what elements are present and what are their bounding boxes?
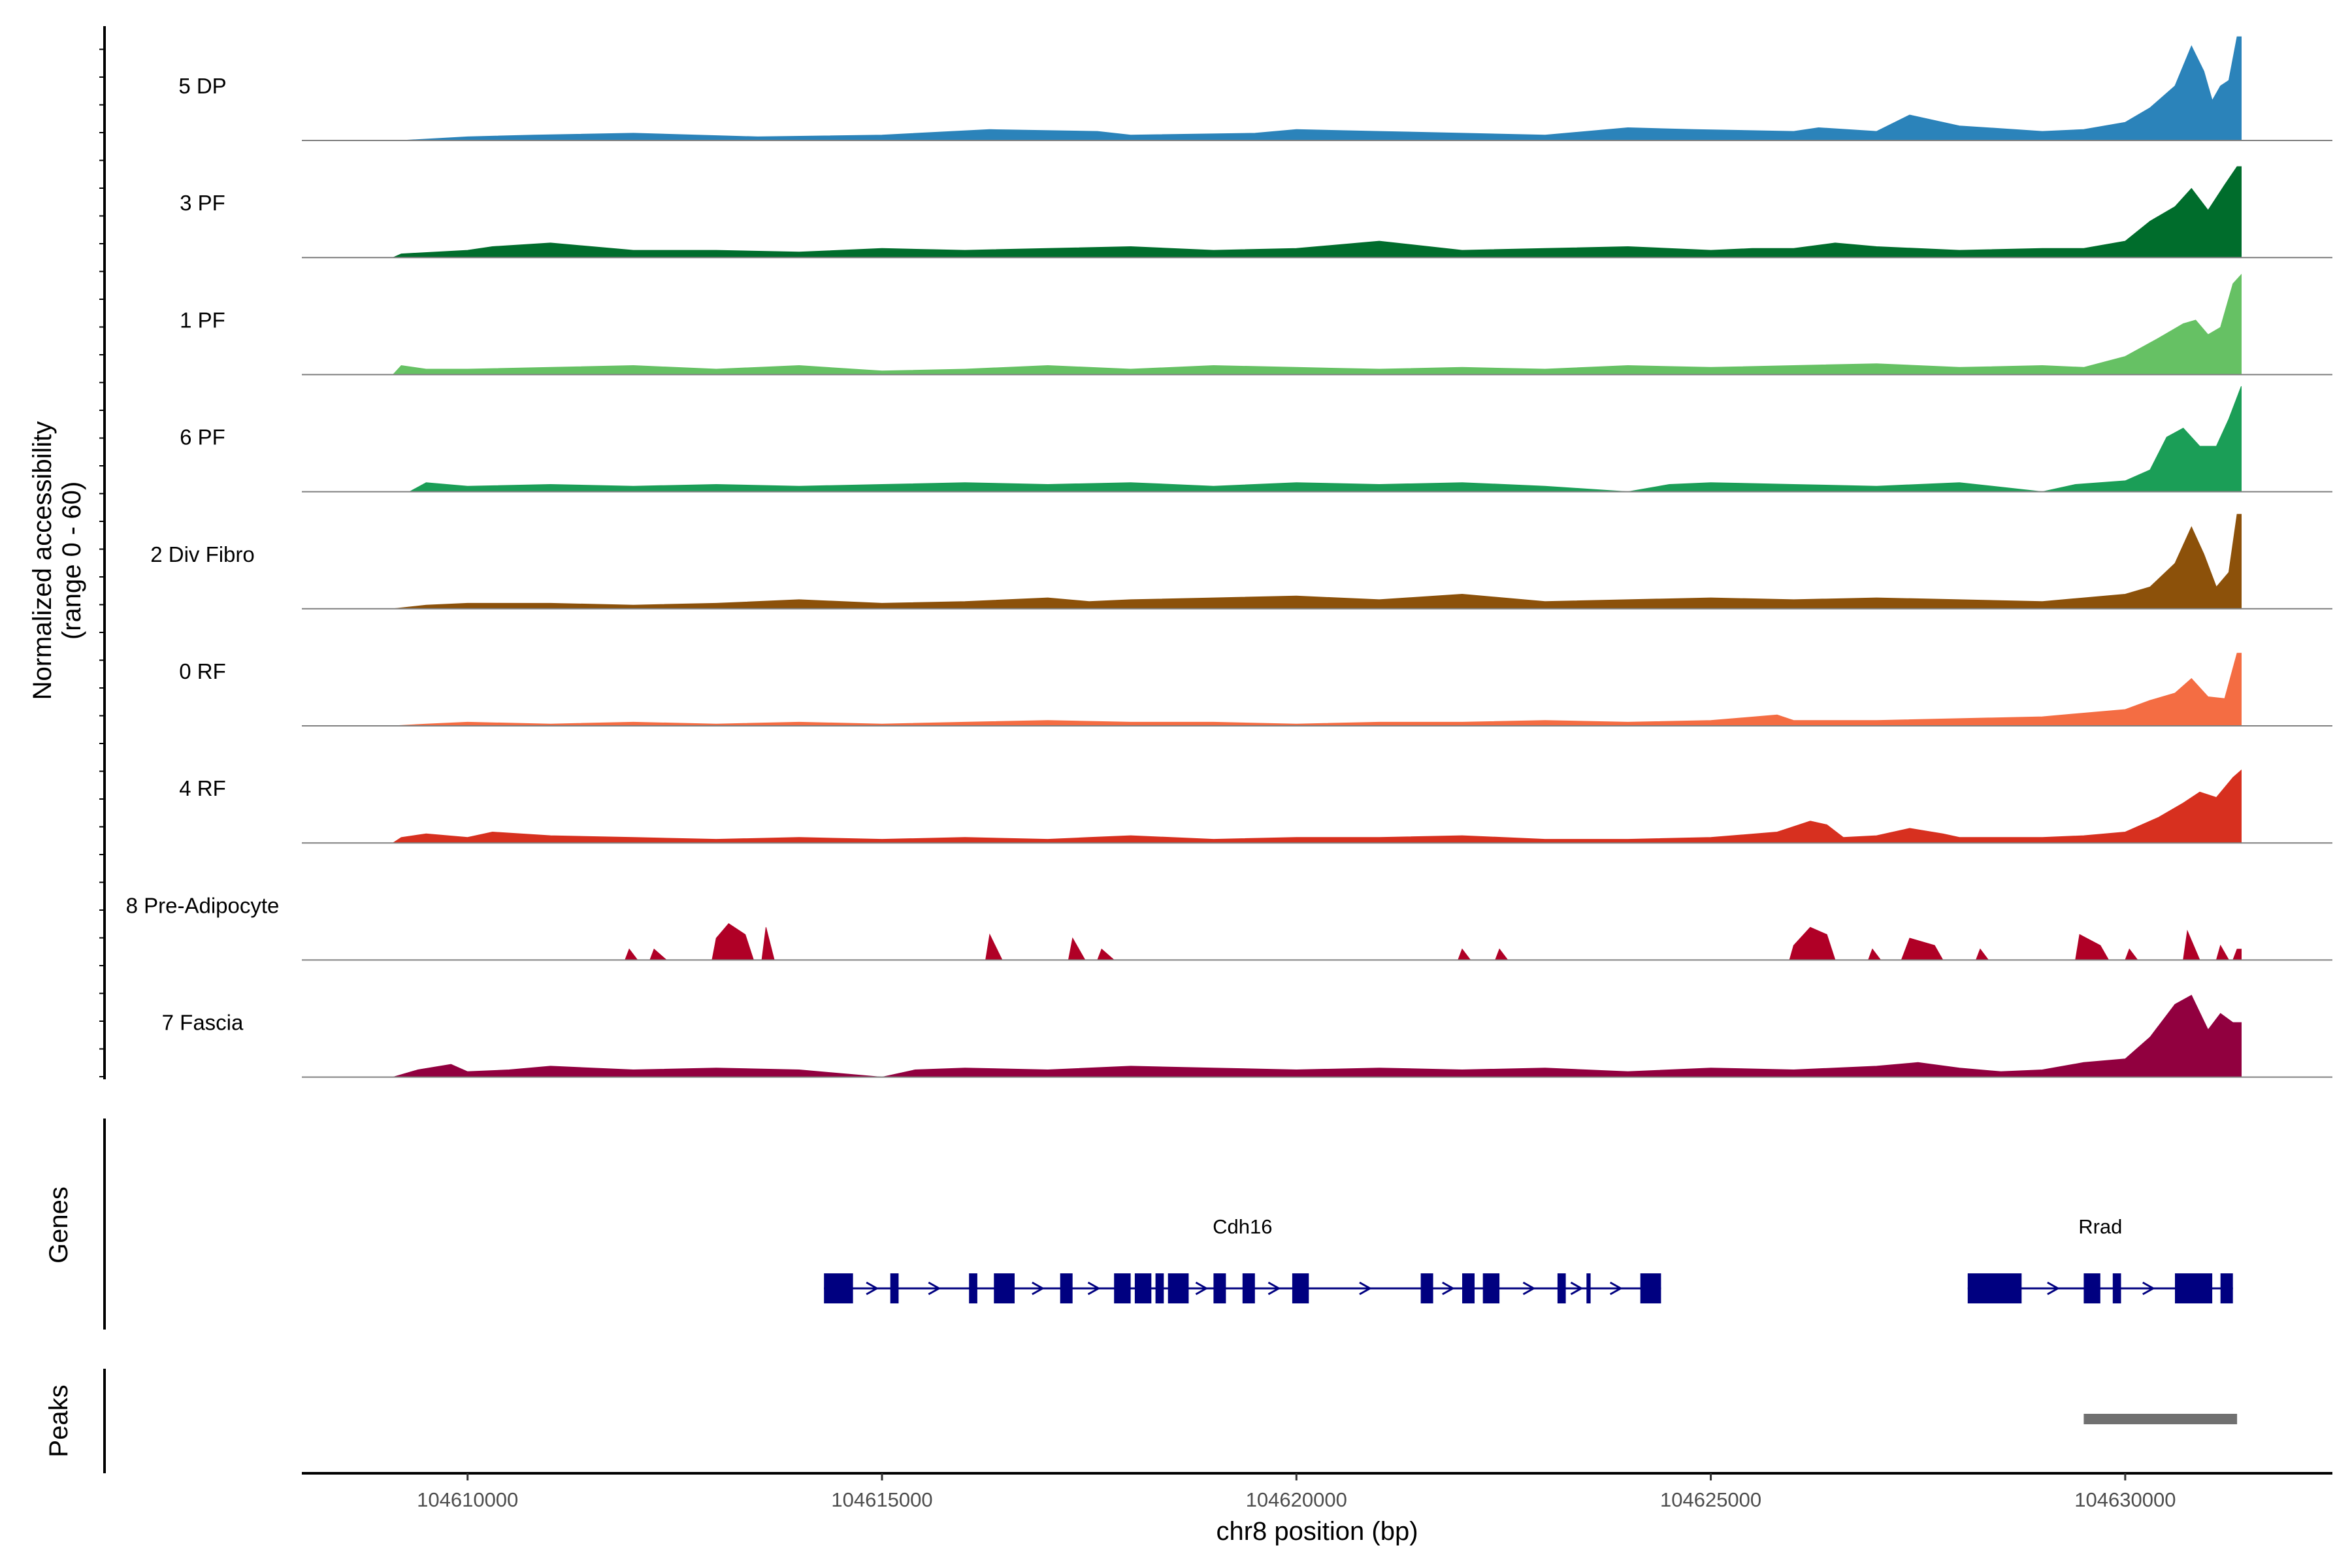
exon-cdh16 xyxy=(1482,1273,1500,1303)
coverage-area-3-pf xyxy=(393,166,2242,258)
coverage-area-6-pf xyxy=(409,386,2242,493)
position-axis: 104610000 104615000 104620000 104625000 1046… xyxy=(302,1472,2332,1546)
track-label-7-fascia: 7 Fascia xyxy=(162,1011,244,1035)
strand-arrow-icon xyxy=(2142,1281,2155,1296)
exon-rrad xyxy=(2083,1273,2100,1303)
coverage-area-7-fascia xyxy=(393,994,2242,1078)
gene-rrad: Rrad xyxy=(1967,1215,2233,1303)
track-0-rf: 0 RF xyxy=(179,653,2332,727)
gene-cdh16: Cdh16 xyxy=(824,1215,1661,1303)
track-label-1-pf: 1 PF xyxy=(180,308,225,332)
accessibility-axis-ticks xyxy=(99,48,105,1077)
coverage-area-2-div-fibro xyxy=(393,514,2242,610)
peak-region xyxy=(2083,1414,2238,1424)
exon-cdh16 xyxy=(1462,1273,1475,1303)
gene-models: Cdh16 Rrad xyxy=(824,1215,2233,1303)
peaks-panel-label: Peaks xyxy=(44,1384,73,1457)
track-7-fascia: 7 Fascia xyxy=(162,994,2332,1078)
x-tick-label: 104630000 xyxy=(2074,1488,2176,1511)
exon-cdh16 xyxy=(890,1273,899,1303)
track-5-dp: 5 DP xyxy=(178,36,2332,141)
track-8-pre-adipocyte: 8 Pre-Adipocyte xyxy=(126,893,2332,961)
track-label-3-pf: 3 PF xyxy=(180,191,225,215)
strand-arrow-icon xyxy=(866,1281,879,1296)
exon-rrad xyxy=(2220,1273,2233,1303)
x-tick-label: 104615000 xyxy=(831,1488,932,1511)
strand-arrow-icon xyxy=(2047,1281,2060,1296)
exon-cdh16 xyxy=(994,1273,1015,1303)
coverage-area-0-rf xyxy=(393,653,2242,727)
coverage-area-1-pf xyxy=(392,274,2242,375)
exon-cdh16 xyxy=(1134,1273,1152,1303)
strand-arrow-icon xyxy=(1522,1281,1536,1296)
strand-arrow-icon xyxy=(928,1281,941,1296)
track-1-pf: 1 PF xyxy=(180,274,2332,376)
exon-cdh16 xyxy=(824,1273,853,1303)
track-label-2-div-fibro: 2 Div Fibro xyxy=(150,542,255,566)
track-6-pf: 6 PF xyxy=(180,386,2332,493)
strand-arrow-icon xyxy=(1267,1281,1281,1296)
strand-arrow-icon xyxy=(1032,1281,1045,1296)
peaks-panel: Peaks xyxy=(44,1369,2238,1473)
genes-panel: Genes Cdh16 Rrad xyxy=(44,1119,2233,1330)
exon-cdh16 xyxy=(1213,1273,1226,1303)
y-axis-title-line-2: (range 0 - 60) xyxy=(57,482,86,640)
accessibility-axis: Normalized accessibility (range 0 - 60) xyxy=(28,26,106,1079)
track-label-5-dp: 5 DP xyxy=(178,74,226,98)
strand-arrow-icon xyxy=(1087,1281,1101,1296)
track-label-0-rf: 0 RF xyxy=(179,659,226,683)
exon-cdh16 xyxy=(1586,1273,1591,1303)
exon-cdh16 xyxy=(1242,1273,1255,1303)
gene-label-rrad: Rrad xyxy=(2078,1215,2122,1238)
exon-rrad xyxy=(1967,1273,2022,1303)
exon-cdh16 xyxy=(969,1273,977,1303)
x-axis-title: chr8 position (bp) xyxy=(1216,1517,1418,1546)
x-tick-label: 104610000 xyxy=(417,1488,518,1511)
strand-arrow-icon xyxy=(1195,1281,1209,1296)
strand-arrow-icon xyxy=(1359,1281,1372,1296)
x-tick-label: 104625000 xyxy=(1660,1488,1761,1511)
gene-label-cdh16: Cdh16 xyxy=(1213,1215,1272,1238)
x-tick-label: 104620000 xyxy=(1246,1488,1347,1511)
track-4-rf: 4 RF xyxy=(179,769,2332,844)
exon-cdh16 xyxy=(1557,1273,1566,1303)
peak-regions xyxy=(2083,1414,2238,1424)
position-axis-ticks: 104610000 104615000 104620000 104625000 1046… xyxy=(417,1473,2176,1511)
exon-cdh16 xyxy=(1292,1273,1309,1303)
coverage-tracks: 5 DP 3 PF 1 PF 6 PF 2 Div Fibro 0 RF 4 RF 8 Pre… xyxy=(126,36,2332,1078)
exon-cdh16 xyxy=(1640,1273,1661,1303)
track-label-8-pre-adipocyte: 8 Pre-Adipocyte xyxy=(126,893,280,917)
strand-arrow-icon xyxy=(1570,1281,1584,1296)
coverage-area-4-rf xyxy=(391,769,2242,843)
genes-panel-label: Genes xyxy=(44,1186,73,1264)
strand-arrow-icon xyxy=(1442,1281,1455,1296)
track-label-6-pf: 6 PF xyxy=(180,425,225,449)
exon-rrad xyxy=(2175,1273,2213,1303)
track-3-pf: 3 PF xyxy=(180,166,2332,259)
coverage-area-5-dp xyxy=(401,36,2242,141)
exon-cdh16 xyxy=(1060,1273,1073,1303)
coverage-area-8-pre-adipocyte xyxy=(624,923,2242,960)
exon-cdh16 xyxy=(1114,1273,1131,1303)
exon-rrad xyxy=(2112,1273,2121,1303)
exon-cdh16 xyxy=(1420,1273,1433,1303)
track-label-4-rf: 4 RF xyxy=(179,776,226,800)
y-axis-title-line-1: Normalized accessibility xyxy=(28,421,57,700)
exon-cdh16 xyxy=(1168,1273,1189,1303)
strand-arrow-icon xyxy=(1609,1281,1623,1296)
exon-cdh16 xyxy=(1155,1273,1164,1303)
track-2-div-fibro: 2 Div Fibro xyxy=(150,514,2332,610)
